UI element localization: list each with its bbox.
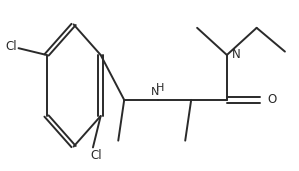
Text: Cl: Cl [90,149,102,162]
Text: O: O [267,93,276,106]
Text: H: H [156,83,164,93]
Text: Cl: Cl [5,40,17,53]
Text: N: N [232,48,241,61]
Text: N: N [151,87,160,96]
